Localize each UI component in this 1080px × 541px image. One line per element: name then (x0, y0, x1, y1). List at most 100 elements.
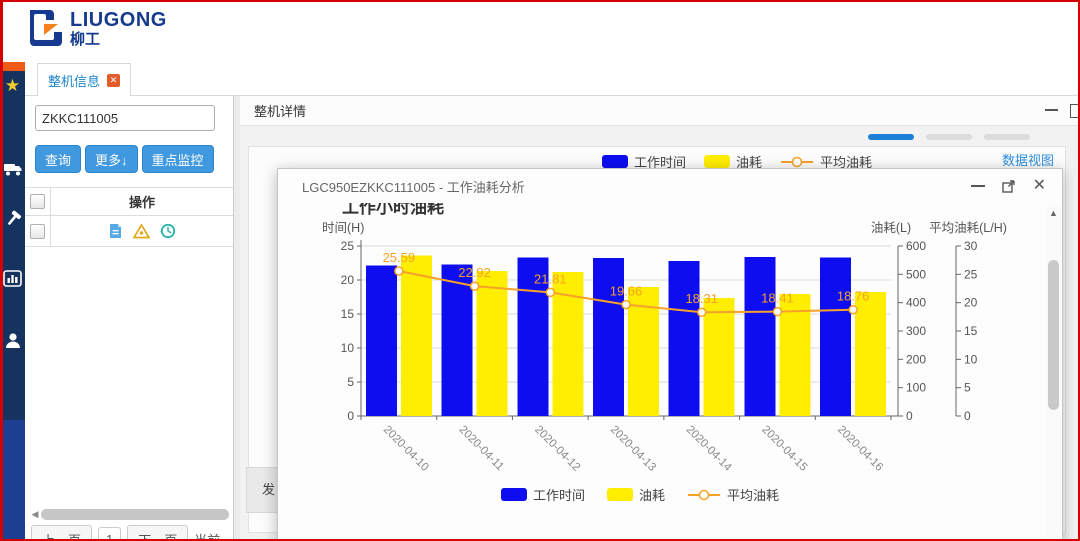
carousel-indicators (868, 134, 1030, 140)
horizontal-scrollbar[interactable]: ◀ (29, 508, 229, 521)
bar-worktime (365, 265, 397, 416)
legend-label: 油耗 (736, 155, 763, 170)
x-category-label: 2020-04-13 (608, 424, 658, 474)
right-axis2-title: 平均油耗(L/H) (929, 221, 1007, 235)
right-axis1-title: 油耗(L) (871, 221, 911, 235)
dialog-titlebar: LGC950EZKKC111005 - 工作油耗分析 ✕ (278, 169, 1062, 203)
avg-fuel-point (394, 266, 404, 276)
next-page-button[interactable]: 下一页 (127, 525, 189, 541)
row-checkbox[interactable] (30, 223, 45, 239)
dialog-minimize-icon[interactable] (970, 185, 985, 187)
legend-label: 工作时间 (532, 488, 585, 503)
dialog-close-icon[interactable]: ✕ (1032, 177, 1046, 194)
right-axis-tick-label: 600 (906, 239, 926, 253)
avg-fuel-point (545, 287, 556, 298)
machine-search-input[interactable] (35, 105, 215, 131)
prev-page-button[interactable]: 上一页 (31, 525, 93, 541)
favorites-star-icon[interactable]: ★ (4, 76, 21, 95)
legend-item[interactable]: 油耗 (606, 485, 665, 504)
legend-item[interactable]: 平均油耗 (780, 152, 872, 171)
legend-line-marker (781, 156, 814, 167)
right-axis-tick-label: 400 (906, 296, 926, 310)
vertical-scroll-thumb[interactable] (1048, 260, 1059, 410)
truck-icon[interactable] (0, 162, 25, 182)
left-axis-tick-label: 0 (347, 409, 354, 423)
pagination: 上一页 1 下一页 当前 (31, 525, 220, 541)
background-chart-legend: 工作时间 油耗 平均油耗 (602, 152, 872, 171)
legend-swatch (602, 155, 628, 168)
query-button[interactable]: 查询 (35, 145, 82, 173)
tools-hammer-icon[interactable] (0, 210, 25, 233)
bar-fuel (855, 292, 887, 416)
more-button[interactable]: 更多↓ (85, 145, 138, 173)
bar-fuel (779, 293, 811, 416)
right-axis-tick-label: 300 (906, 324, 926, 338)
tab-machine-info[interactable]: 整机信息 ✕ (37, 63, 132, 97)
carousel-dot[interactable] (926, 134, 972, 140)
horizontal-scroll-thumb[interactable] (41, 509, 229, 520)
bar-worktime (441, 264, 473, 416)
legend-item[interactable]: 油耗 (704, 152, 762, 171)
statistics-chart-icon[interactable] (0, 270, 25, 292)
right-axis-tick-label: 15 (964, 324, 978, 338)
carousel-dot-active[interactable] (868, 134, 914, 140)
legend-item[interactable]: 平均油耗 (687, 485, 779, 504)
scroll-up-arrow-icon[interactable]: ▲ (1049, 208, 1058, 218)
right-axis-tick-label: 500 (906, 267, 926, 281)
data-view-link[interactable]: 数据视图 (1001, 153, 1054, 168)
carousel-dot[interactable] (984, 134, 1030, 140)
machine-table: 操作 (25, 187, 233, 247)
dialog-scrollbar[interactable]: ▲ (1046, 205, 1061, 541)
file-detail-icon[interactable] (108, 223, 123, 239)
key-monitor-button[interactable]: 重点监控 (141, 145, 214, 173)
avg-fuel-point (848, 304, 858, 315)
current-page-label: 当前 (194, 533, 221, 541)
right-axis-tick-label: 5 (964, 381, 971, 395)
panel-minimize-icon[interactable] (1045, 109, 1058, 111)
x-category-label: 2020-04-14 (684, 424, 735, 475)
legend-label: 平均油耗 (820, 155, 873, 170)
logo-text-en: LIUGONG (70, 8, 167, 31)
fuel-chart: 0 5 10 15 20 25 0 100 200 300 400 500 600 0 5 10 15 20 25 3… (322, 221, 1007, 475)
legend-item[interactable]: 工作时间 (500, 485, 585, 504)
user-person-icon[interactable] (0, 332, 25, 354)
x-category-label: 2020-04-12 (532, 424, 582, 474)
dialog-maximize-icon[interactable] (1001, 179, 1016, 193)
history-clock-icon[interactable] (160, 223, 176, 239)
avg-fuel-value-label: 21.81 (534, 271, 567, 286)
sidebar-nav: ★ (0, 62, 25, 541)
panel-splitter[interactable] (234, 95, 240, 541)
bar-fuel (703, 297, 735, 416)
bar-fuel (400, 255, 432, 416)
bar-worktime (820, 257, 852, 416)
dialog-title: LGC950EZKKC111005 - 工作油耗分析 (302, 179, 525, 195)
page-number[interactable]: 1 (98, 527, 122, 541)
right-axis-tick-label: 20 (964, 296, 978, 310)
liugong-logo-icon (30, 10, 62, 46)
avg-fuel-point (469, 281, 480, 291)
avg-fuel-value-label: 19.66 (610, 284, 643, 299)
select-all-checkbox[interactable] (30, 194, 45, 209)
right-axis-tick-label: 0 (906, 409, 913, 423)
legend-swatch (606, 488, 633, 501)
right-axis-tick-label: 25 (964, 267, 978, 281)
tab-close-icon[interactable]: ✕ (107, 73, 121, 87)
panel-maximize-icon[interactable] (1070, 104, 1080, 118)
right-axis-tick-label: 200 (906, 352, 926, 366)
bar-worktime (744, 256, 776, 416)
dialog-content: 工作小时油耗 0 5 10 15 20 25 0 100 200 300 400 500 600 0 5 10… (278, 203, 1062, 541)
chart-legend: 工作时间 油耗 平均油耗 (278, 485, 1002, 504)
right-axis-tick-label: 10 (964, 352, 978, 366)
legend-label: 油耗 (638, 488, 665, 503)
detail-panel-title: 整机详情 (254, 103, 307, 119)
table-header-row: 操作 (25, 187, 233, 216)
legend-item[interactable]: 工作时间 (602, 152, 686, 171)
bar-worktime (593, 258, 624, 416)
left-axis-tick-label: 15 (341, 307, 355, 321)
detail-panel-header: 整机详情 (240, 95, 1080, 126)
top-header: LIUGONG 柳工 (0, 0, 1080, 62)
tab-machine-info-label: 整机信息 (48, 73, 101, 89)
map-location-icon[interactable] (133, 223, 150, 239)
avg-fuel-value-label: 22.92 (458, 265, 491, 280)
scroll-left-arrow-icon[interactable]: ◀ (31, 509, 39, 519)
